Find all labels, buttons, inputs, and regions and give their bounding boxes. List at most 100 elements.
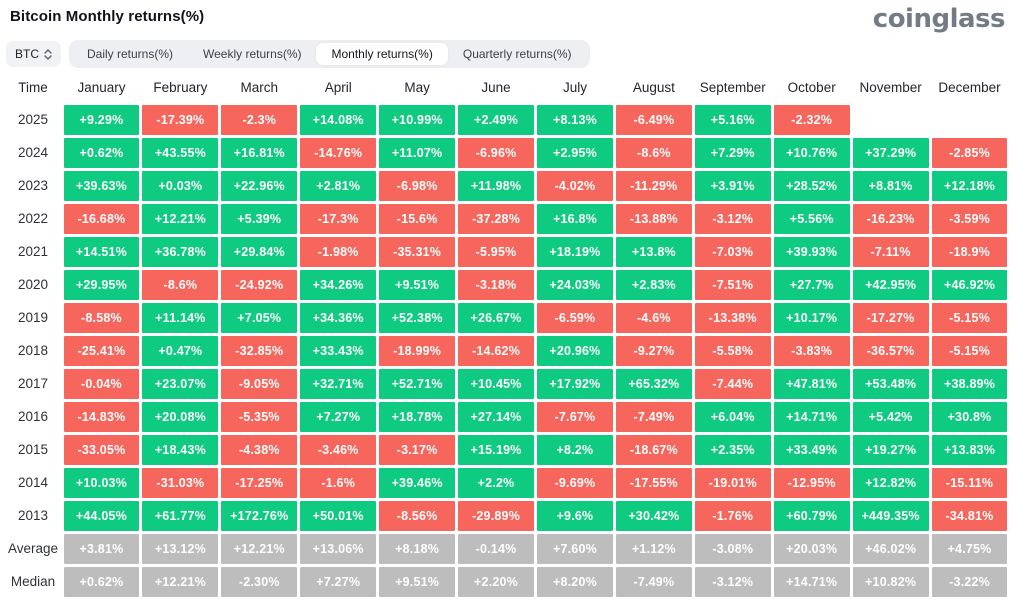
return-cell: -17.39% [142,104,219,135]
monthly-returns-table: Time January February March April May June July… [4,71,1009,598]
return-cell: -7.49% [615,566,692,597]
return-cell: -18.99% [379,335,456,366]
return-cell: -36.57% [852,335,929,366]
return-cell: +39.63% [63,170,140,201]
return-cell: +3.81% [63,533,140,564]
return-cell: +47.81% [773,368,850,399]
page-title: Bitcoin Monthly returns(%) [10,8,205,25]
return-cell: +7.27% [300,401,377,432]
return-cell: +0.03% [142,170,219,201]
return-cell: -17.3% [300,203,377,234]
return-cell: +9.51% [379,566,456,597]
return-cell: -4.6% [615,302,692,333]
row-label-2016: 2016 [17,409,49,424]
return-cell: +2.2% [458,467,534,498]
row-label-2019: 2019 [17,310,49,325]
return-cell: -3.17% [379,434,456,465]
return-cell: -37.28% [458,203,534,234]
row-label-2022: 2022 [17,211,49,226]
return-cell: +52.38% [379,302,456,333]
return-cell: +449.35% [852,500,929,531]
coinglass-logo[interactable]: coinglass [872,4,1006,34]
return-cell: -8.6% [142,269,219,300]
tab-monthly-returns[interactable]: Monthly returns(%) [316,43,448,65]
return-cell: +20.96% [536,335,613,366]
return-cell: -17.27% [852,302,929,333]
return-cell: +32.71% [300,368,377,399]
return-cell: +18.19% [536,236,613,267]
return-cell: -3.22% [931,566,1008,597]
return-cell: -31.03% [142,467,219,498]
return-cell: -1.76% [694,500,771,531]
return-cell: -7.51% [694,269,771,300]
tab-daily-returns[interactable]: Daily returns(%) [87,47,174,61]
return-cell: +44.05% [63,500,140,531]
return-cell: -0.04% [63,368,140,399]
return-cell: +7.05% [221,302,298,333]
return-cell: -6.59% [536,302,613,333]
return-cell: +12.82% [852,467,929,498]
select-arrows-icon [44,48,52,60]
return-cell: +30.42% [615,500,692,531]
return-cell: +14.08% [300,104,377,135]
row-label-2013: 2013 [17,508,49,523]
return-cell: -9.05% [221,368,298,399]
return-cell: -11.29% [615,170,692,201]
return-cell: +24.03% [536,269,613,300]
return-cell: +10.99% [379,104,456,135]
return-cell: -2.32% [773,104,850,135]
tab-quarterly-returns[interactable]: Quarterly returns(%) [462,47,572,61]
return-cell: +8.13% [536,104,613,135]
returns-period-tabs: Daily returns(%) Weekly returns(%) Monthly… [69,40,590,68]
return-cell: +36.78% [142,236,219,267]
return-cell: -5.58% [694,335,771,366]
return-cell: +2.81% [300,170,377,201]
return-cell: -13.38% [694,302,771,333]
return-cell: +10.45% [458,368,534,399]
return-cell: +22.96% [221,170,298,201]
symbol-select[interactable]: BTC [6,41,61,67]
return-cell: +20.03% [773,533,850,564]
return-cell: -4.38% [221,434,298,465]
return-cell: +34.36% [300,302,377,333]
row-label-median: Median [10,574,56,589]
return-cell: +7.27% [300,566,377,597]
return-cell: +2.49% [458,104,534,135]
return-cell: +9.51% [379,269,456,300]
return-cell: -3.12% [694,203,771,234]
column-header-march: March [240,79,279,95]
return-cell: +10.17% [773,302,850,333]
return-cell: +10.03% [63,467,140,498]
return-cell: -18.67% [615,434,692,465]
return-cell: -17.25% [221,467,298,498]
return-cell: +8.20% [536,566,613,597]
row-label-2025: 2025 [17,112,49,127]
return-cell: +1.12% [615,533,692,564]
return-cell [932,105,1008,135]
return-cell: -5.35% [221,401,298,432]
return-cell: -3.46% [300,434,377,465]
return-cell: +8.81% [852,170,929,201]
return-cell: +29.84% [221,236,298,267]
return-cell: -2.85% [931,137,1008,168]
return-cell: -7.67% [536,401,613,432]
return-cell: +4.75% [931,533,1008,564]
return-cell: -18.9% [931,236,1008,267]
column-header-september: September [699,79,766,95]
return-cell: -4.02% [536,170,613,201]
return-cell: +172.76% [221,500,298,531]
return-cell: +29.95% [63,269,140,300]
return-cell: +13.12% [142,533,219,564]
return-cell: +20.08% [142,401,219,432]
return-cell: -32.85% [221,335,298,366]
column-header-december: December [938,79,1001,95]
tab-weekly-returns[interactable]: Weekly returns(%) [203,47,302,61]
return-cell: -3.83% [773,335,850,366]
return-cell: +52.71% [379,368,456,399]
return-cell: +12.21% [221,533,298,564]
return-cell: +0.62% [63,566,140,597]
return-cell: +17.92% [536,368,613,399]
return-cell: +60.79% [773,500,850,531]
column-header-july: July [562,79,587,95]
return-cell: -7.03% [694,236,771,267]
